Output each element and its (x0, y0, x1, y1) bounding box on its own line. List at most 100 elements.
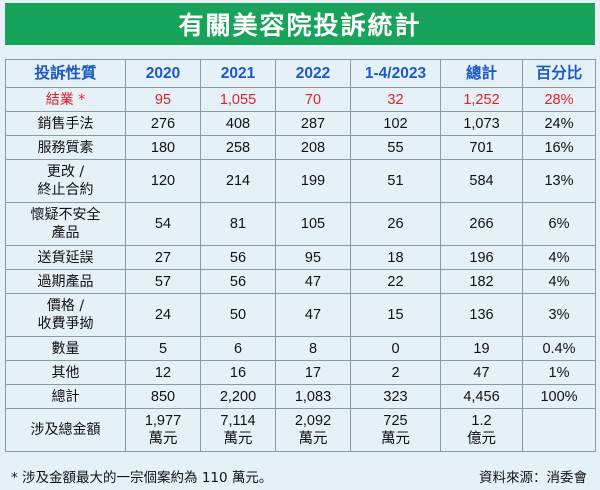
table-cell: 12 (125, 360, 201, 385)
table-row: 銷售手法 276 408 287 102 1,073 24% (5, 111, 596, 136)
row-category: 服務質素 (5, 135, 126, 160)
row-category: 送貨延誤 (5, 245, 126, 270)
table-row: 送貨延誤 27 56 95 18 196 4% (5, 245, 596, 270)
table-header-row: 投訴性質 2020 2021 2022 1-4/2023 總計 百分比 (5, 59, 596, 88)
table-cell: 120 (125, 159, 201, 203)
table-cell: 266 (440, 202, 523, 246)
table-cell: 214 (200, 159, 276, 203)
table-cell: 0 (350, 336, 441, 361)
table-cell: 701 (440, 135, 523, 160)
table-cell: 1.2 億元 (440, 408, 523, 452)
table-cell: 27 (125, 245, 201, 270)
table-cell: 3% (522, 293, 596, 337)
table-cell: 287 (275, 111, 351, 136)
table-cell: 850 (125, 384, 201, 409)
column-header: 2022 (275, 59, 351, 88)
table-cell: 1,073 (440, 111, 523, 136)
table-row: 更改 / 終止合約 120 214 199 51 584 13% (5, 159, 596, 203)
table-cell: 24 (125, 293, 201, 337)
table-cell: 0.4% (522, 336, 596, 361)
table-cell: 13% (522, 159, 596, 203)
table-cell: 2 (350, 360, 441, 385)
table-cell: 51 (350, 159, 441, 203)
column-header: 2021 (200, 59, 276, 88)
row-category: 價格 / 收費爭拗 (5, 293, 126, 337)
table-cell: 54 (125, 202, 201, 246)
table-cell: 408 (200, 111, 276, 136)
table-cell: 95 (125, 87, 201, 112)
row-category: 更改 / 終止合約 (5, 159, 126, 203)
table-cell: 32 (350, 87, 441, 112)
table-cell: 24% (522, 111, 596, 136)
table-cell: 182 (440, 269, 523, 294)
complaint-stats-table: 投訴性質 2020 2021 2022 1-4/2023 總計 百分比 結業 *… (5, 59, 596, 452)
table-cell: 102 (350, 111, 441, 136)
column-header: 投訴性質 (5, 59, 126, 88)
table-cell: 6 (200, 336, 276, 361)
table-cell: 6% (522, 202, 596, 246)
table-cell: 47 (275, 269, 351, 294)
table-cell (522, 408, 596, 452)
table-cell: 26 (350, 202, 441, 246)
table-cell: 1% (522, 360, 596, 385)
table-cell: 17 (275, 360, 351, 385)
table-cell: 1,252 (440, 87, 523, 112)
row-category: 銷售手法 (5, 111, 126, 136)
table-row: 價格 / 收費爭拗 24 50 47 15 136 3% (5, 293, 596, 337)
row-category: 涉及總金額 (5, 408, 126, 452)
table-cell: 180 (125, 135, 201, 160)
table-cell: 8 (275, 336, 351, 361)
table-cell: 136 (440, 293, 523, 337)
table-cell: 258 (200, 135, 276, 160)
table-row: 懷疑不安全 產品 54 81 105 26 266 6% (5, 202, 596, 246)
source-credit: 資料來源：消委會 (479, 470, 587, 486)
row-category: 結業 * (5, 87, 126, 112)
table-cell: 81 (200, 202, 276, 246)
table-cell: 47 (275, 293, 351, 337)
row-category: 懷疑不安全 產品 (5, 202, 126, 246)
table-cell: 100% (522, 384, 596, 409)
table-cell: 725 萬元 (350, 408, 441, 452)
table-cell: 199 (275, 159, 351, 203)
table-cell: 584 (440, 159, 523, 203)
table-cell: 28% (522, 87, 596, 112)
infographic-frame: 有關美容院投訴統計 投訴性質 2020 2021 2022 1-4/2023 總… (5, 3, 596, 487)
table-cell: 2,092 萬元 (275, 408, 351, 452)
table-cell: 56 (200, 245, 276, 270)
table-cell: 196 (440, 245, 523, 270)
row-category: 過期產品 (5, 269, 126, 294)
table-cell: 4,456 (440, 384, 523, 409)
table-cell: 7,114 萬元 (200, 408, 276, 452)
table-cell: 15 (350, 293, 441, 337)
column-header: 百分比 (522, 59, 596, 88)
column-header: 2020 (125, 59, 201, 88)
table-cell: 276 (125, 111, 201, 136)
row-category: 數量 (5, 336, 126, 361)
table-cell: 1,083 (275, 384, 351, 409)
table-cell: 323 (350, 384, 441, 409)
table-cell: 208 (275, 135, 351, 160)
footnote: * 涉及金額最大的一宗個案約為 110 萬元。 (11, 470, 273, 486)
table-row: 涉及總金額 1,977 萬元 7,114 萬元 2,092 萬元 725 萬元 1.2 億… (5, 408, 596, 452)
column-header: 1-4/2023 (350, 59, 441, 88)
table-cell: 5 (125, 336, 201, 361)
table-cell: 16 (200, 360, 276, 385)
table-cell: 1,977 萬元 (125, 408, 201, 452)
table-cell: 2,200 (200, 384, 276, 409)
table-cell: 22 (350, 269, 441, 294)
table-cell: 4% (522, 269, 596, 294)
page-title: 有關美容院投訴統計 (5, 3, 595, 45)
table-row: 結業 * 95 1,055 70 32 1,252 28% (5, 87, 596, 112)
table-cell: 16% (522, 135, 596, 160)
table-cell: 19 (440, 336, 523, 361)
table-cell: 47 (440, 360, 523, 385)
table-cell: 1,055 (200, 87, 276, 112)
table-cell: 50 (200, 293, 276, 337)
table-row: 其他 12 16 17 2 47 1% (5, 360, 596, 385)
table-cell: 18 (350, 245, 441, 270)
table-cell: 105 (275, 202, 351, 246)
table-row: 服務質素 180 258 208 55 701 16% (5, 135, 596, 160)
table-row: 總計 850 2,200 1,083 323 4,456 100% (5, 384, 596, 409)
table-cell: 55 (350, 135, 441, 160)
column-header: 總計 (440, 59, 523, 88)
